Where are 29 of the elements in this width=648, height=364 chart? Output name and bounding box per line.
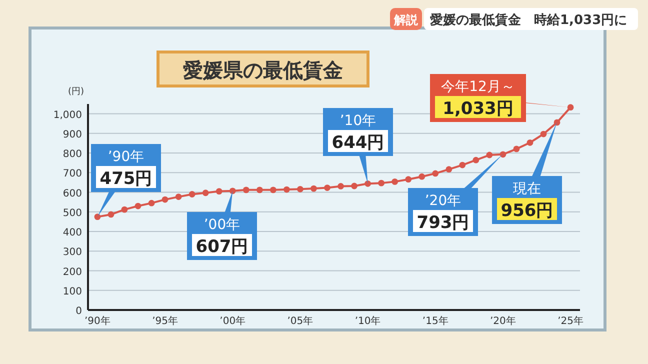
y-tick-label: 0 bbox=[76, 306, 82, 317]
annotation: ’00年 607円 bbox=[196, 217, 248, 257]
x-tick-label: ’90年 bbox=[84, 315, 110, 327]
y-tick-label: 800 bbox=[62, 149, 82, 160]
y-tick-label: 100 bbox=[62, 286, 82, 298]
annotation: ’20年 793円 bbox=[416, 193, 470, 233]
annotation: ’10年 644円 bbox=[332, 113, 384, 153]
text: 愛媛の最低賃金 時給1,033円に bbox=[430, 12, 628, 28]
y-tick-label: 900 bbox=[62, 129, 82, 140]
x-tick-label: ’05年 bbox=[287, 315, 314, 327]
y-tick-label: 400 bbox=[62, 228, 82, 239]
x-tick-label: ’00年 bbox=[220, 315, 246, 327]
y-tick-label: 300 bbox=[62, 247, 82, 258]
x-tick-label: ’10年 bbox=[354, 315, 381, 327]
x-tick-label: ’95年 bbox=[152, 315, 178, 327]
x-tick-label: ’20年 bbox=[490, 315, 516, 327]
y-tick-label: 1,000 bbox=[53, 110, 82, 121]
x-tick-label: ’15年 bbox=[422, 315, 448, 327]
chart-title: 愛媛県の最低賃金 bbox=[183, 58, 343, 82]
y-tick-label: 500 bbox=[62, 208, 82, 219]
y-axis-title: (円) bbox=[68, 87, 84, 97]
annotation: 今年12月～ 1,033円 bbox=[441, 79, 515, 119]
annotation: 現在 956円 bbox=[500, 181, 554, 221]
x-tick-label: ’25年 bbox=[558, 315, 584, 327]
y-tick-label: 200 bbox=[62, 266, 82, 278]
y-tick-label: 700 bbox=[62, 168, 82, 180]
y-tick-label: 600 bbox=[62, 188, 82, 200]
annotation: ’90年 475円 bbox=[100, 149, 152, 189]
text: 解説 bbox=[393, 13, 419, 27]
